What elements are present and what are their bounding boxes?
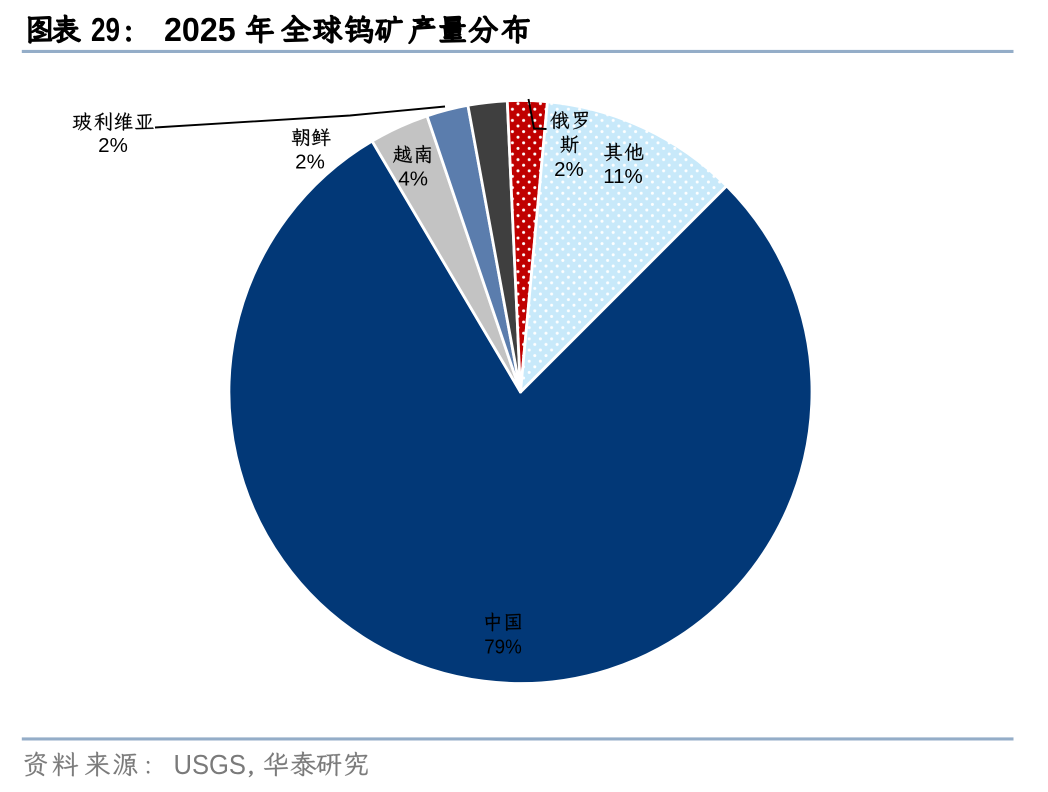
svg-text:11%: 11% (603, 165, 643, 188)
svg-text:2025: 2025 (164, 11, 236, 48)
svg-text:4%: 4% (398, 167, 428, 190)
svg-text:USGS: USGS (174, 749, 247, 780)
svg-text:29: 29 (91, 11, 120, 48)
svg-text:2%: 2% (295, 150, 325, 173)
svg-text:2%: 2% (98, 134, 128, 157)
svg-text:79%: 79% (484, 636, 522, 659)
svg-text:2%: 2% (554, 158, 584, 181)
